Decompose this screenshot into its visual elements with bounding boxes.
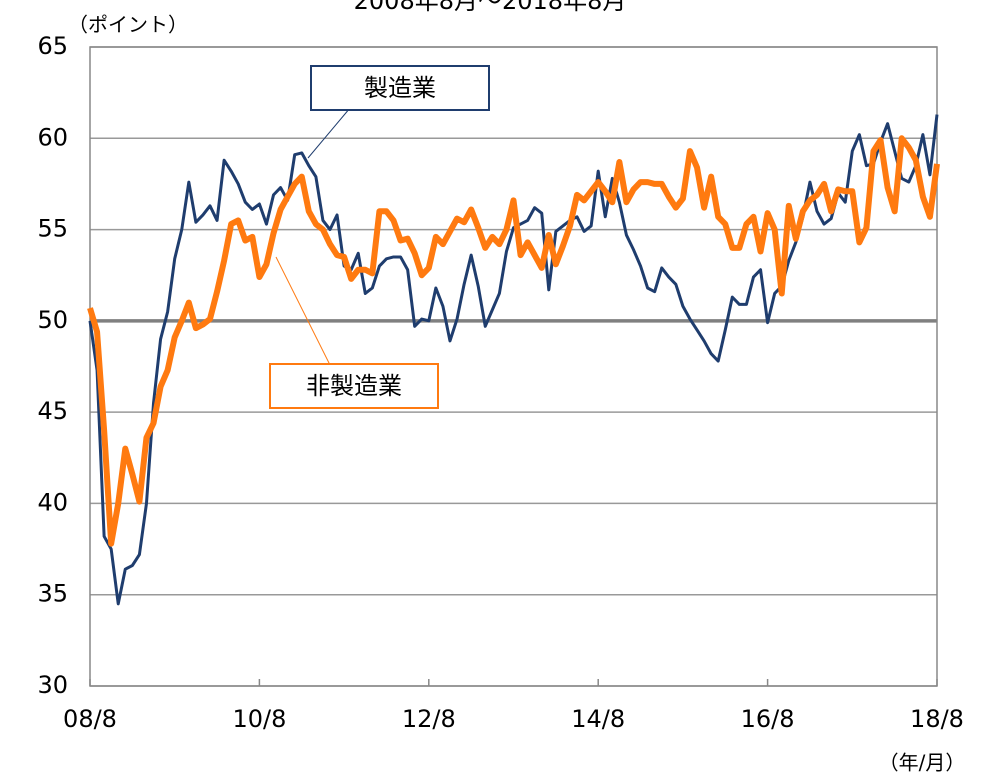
- y-tick-label: 40: [37, 488, 68, 516]
- y-tick-label: 65: [37, 32, 68, 60]
- y-tick-label: 60: [37, 123, 68, 151]
- x-tick-label: 10/8: [232, 705, 286, 733]
- x-tick-label: 18/8: [910, 705, 964, 733]
- x-tick-label: 12/8: [402, 705, 456, 733]
- x-tick-label: 14/8: [571, 705, 625, 733]
- y-tick-label: 55: [37, 215, 68, 243]
- series-line: [87, 135, 940, 547]
- x-axis-label: （年/月）: [879, 751, 966, 775]
- x-tick-label: 08/8: [63, 705, 117, 733]
- series-line: [88, 114, 939, 606]
- legend-label: 非製造業: [306, 372, 402, 400]
- chart-subtitle: 2008年8月～2018年8月: [354, 0, 627, 15]
- y-tick-label: 35: [37, 580, 68, 608]
- y-tick-label: 50: [37, 306, 68, 334]
- y-tick-label: 30: [37, 671, 68, 699]
- leader-line: [307, 107, 351, 159]
- x-tick-label: 16/8: [741, 705, 795, 733]
- plot-frame: [89, 46, 938, 687]
- legend-label: 製造業: [364, 74, 436, 102]
- y-axis-label: （ポイント）: [68, 13, 188, 37]
- legend-box: [269, 363, 439, 409]
- y-tick-label: 45: [37, 397, 68, 425]
- legend-box: [310, 65, 490, 111]
- leader-line: [275, 256, 331, 366]
